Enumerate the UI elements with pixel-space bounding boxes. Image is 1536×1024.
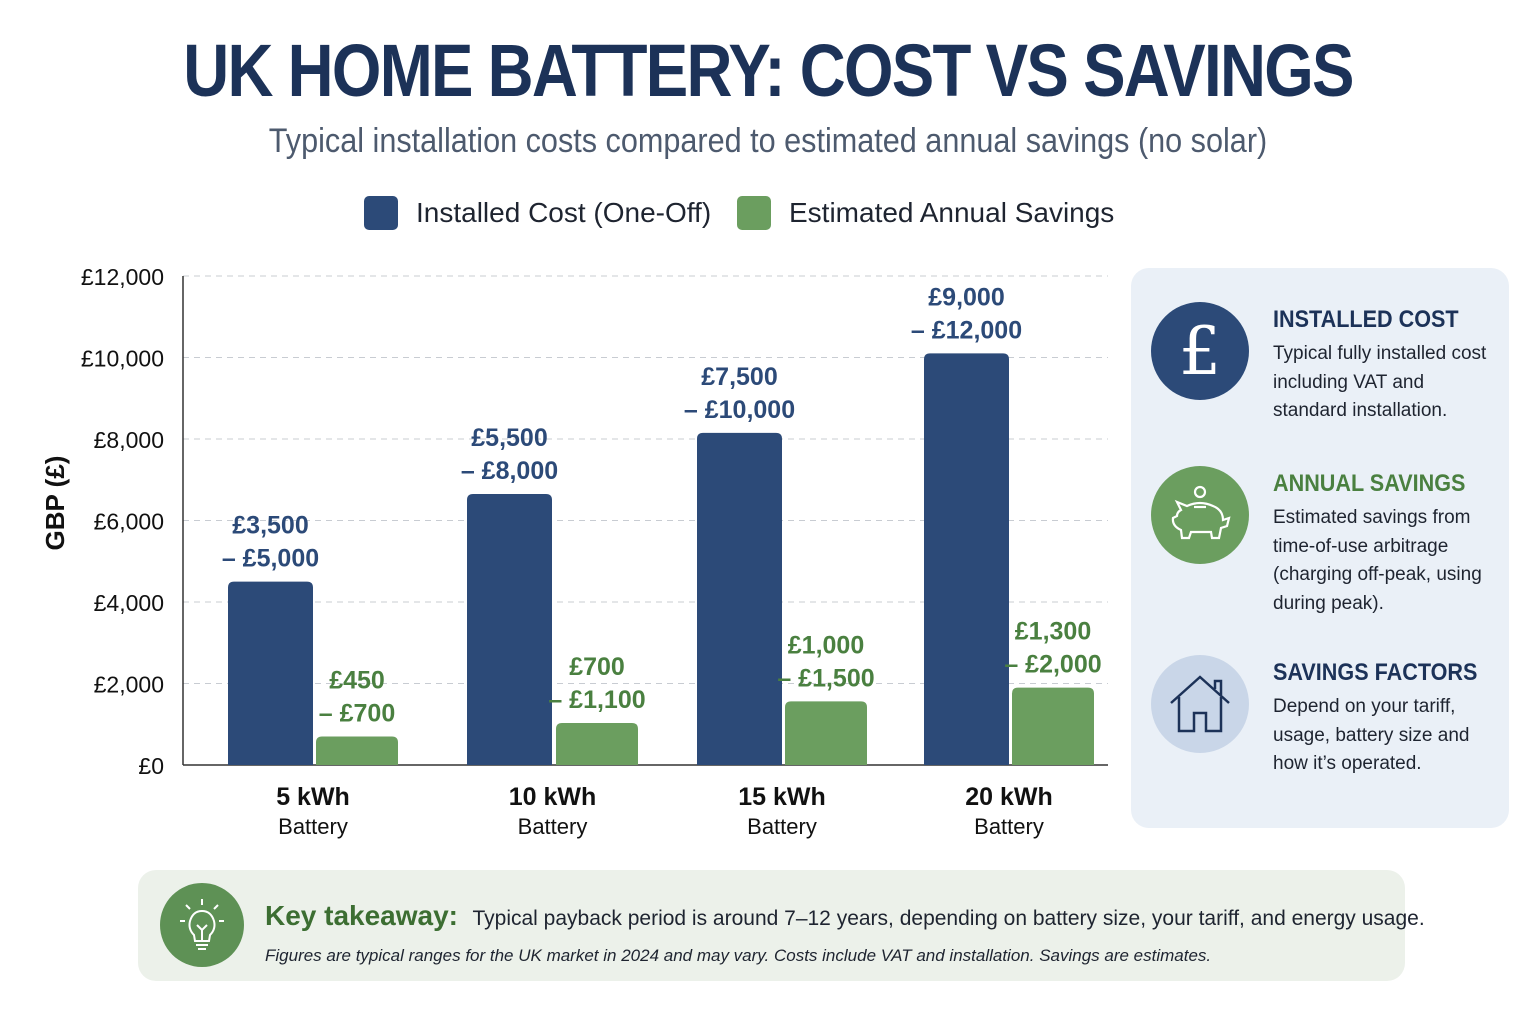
legend-swatch-cost [364, 196, 398, 230]
cost-data-label: – £12,000 [911, 316, 1022, 344]
savings-data-label: £450 [329, 666, 385, 694]
legend-label-savings: Estimated Annual Savings [789, 197, 1115, 228]
cost-bar [697, 432, 782, 765]
cost-data-label: – £5,000 [222, 545, 319, 573]
y-axis-label: GBP (£) [40, 456, 70, 551]
savings-data-label: £1,300 [1015, 618, 1091, 646]
cost-data-label: £7,500 [701, 363, 777, 391]
cost-data-label: £3,500 [232, 512, 308, 540]
info-item-savings-factors: SAVINGS FACTORS Depend on your tariff, u… [1151, 655, 1503, 779]
pound-icon: £ [1151, 302, 1249, 400]
cost-data-label: – £8,000 [461, 457, 558, 485]
x-category-label: 10 kWh [509, 783, 597, 811]
savings-data-label: £700 [569, 653, 625, 681]
savings-data-label: – £700 [319, 699, 395, 727]
cost-data-label: – £10,000 [684, 396, 795, 424]
y-tick-label: £10,000 [81, 346, 164, 372]
cost-data-label: £5,500 [471, 424, 547, 452]
y-tick-label: £2,000 [94, 672, 164, 698]
savings-data-label: – £1,500 [777, 664, 874, 692]
cost-bar [228, 581, 313, 765]
info-text: Estimated savings from time-of-use arbit… [1273, 507, 1482, 614]
takeaway-label: Key takeaway: [265, 900, 459, 931]
info-panel: £ INSTALLED COST Typical fully installed… [1131, 268, 1509, 828]
x-category-label: 5 kWh [276, 783, 350, 811]
info-heading: SAVINGS FACTORS [1273, 659, 1478, 686]
info-item-annual-savings: ANNUAL SAVINGS Estimated savings from ti… [1151, 466, 1503, 618]
key-takeaway-box: Key takeaway: Typical payback period is … [138, 870, 1425, 981]
house-icon [1151, 655, 1249, 753]
savings-bar [556, 723, 638, 765]
savings-data-label: – £1,100 [548, 686, 645, 714]
savings-bar [785, 701, 867, 765]
legend-swatch-savings [737, 196, 771, 230]
legend-label-cost: Installed Cost (One-Off) [416, 197, 712, 228]
cost-bar [924, 353, 1009, 765]
info-heading: INSTALLED COST [1273, 306, 1459, 333]
footnote: Figures are typical ranges for the UK ma… [265, 946, 1212, 965]
takeaway-text: Typical payback period is around 7–12 ye… [472, 907, 1425, 930]
x-category-label: 20 kWh [965, 783, 1053, 811]
x-category-sublabel: Battery [278, 814, 348, 839]
savings-data-label: – £2,000 [1004, 651, 1101, 679]
page-subtitle: Typical installation costs compared to e… [268, 122, 1268, 160]
y-tick-label: £0 [138, 753, 164, 779]
y-tick-label: £12,000 [81, 264, 164, 290]
lightbulb-icon [160, 883, 244, 967]
legend-item-cost: Installed Cost (One-Off) [364, 196, 711, 230]
y-tick-label: £6,000 [94, 509, 164, 535]
y-tick-label: £4,000 [94, 590, 164, 616]
cost-data-label: £9,000 [928, 283, 1004, 311]
legend-item-savings: Estimated Annual Savings [737, 196, 1114, 230]
cost-bar [467, 494, 552, 765]
info-text: Depend on your tariff, usage, battery si… [1273, 696, 1470, 774]
page-title: UK HOME BATTERY: COST VS SAVINGS [183, 29, 1354, 112]
piggy-bank-icon [1151, 466, 1249, 564]
info-heading: ANNUAL SAVINGS [1273, 470, 1466, 497]
info-item-installed-cost: £ INSTALLED COST Typical fully installed… [1151, 302, 1503, 426]
x-category-sublabel: Battery [974, 814, 1044, 839]
savings-bar [316, 736, 398, 765]
bar-chart: GBP (£) £0 £2,000 £4,000 £6,000 £8,000 £10,00… [40, 264, 1108, 839]
info-text: Typical fully installed cost including V… [1273, 343, 1487, 421]
x-category-sublabel: Battery [518, 814, 588, 839]
x-category-label: 15 kWh [738, 783, 826, 811]
savings-bar [1012, 687, 1094, 765]
x-category-sublabel: Battery [747, 814, 817, 839]
savings-data-label: £1,000 [788, 631, 864, 659]
y-tick-label: £8,000 [94, 427, 164, 453]
